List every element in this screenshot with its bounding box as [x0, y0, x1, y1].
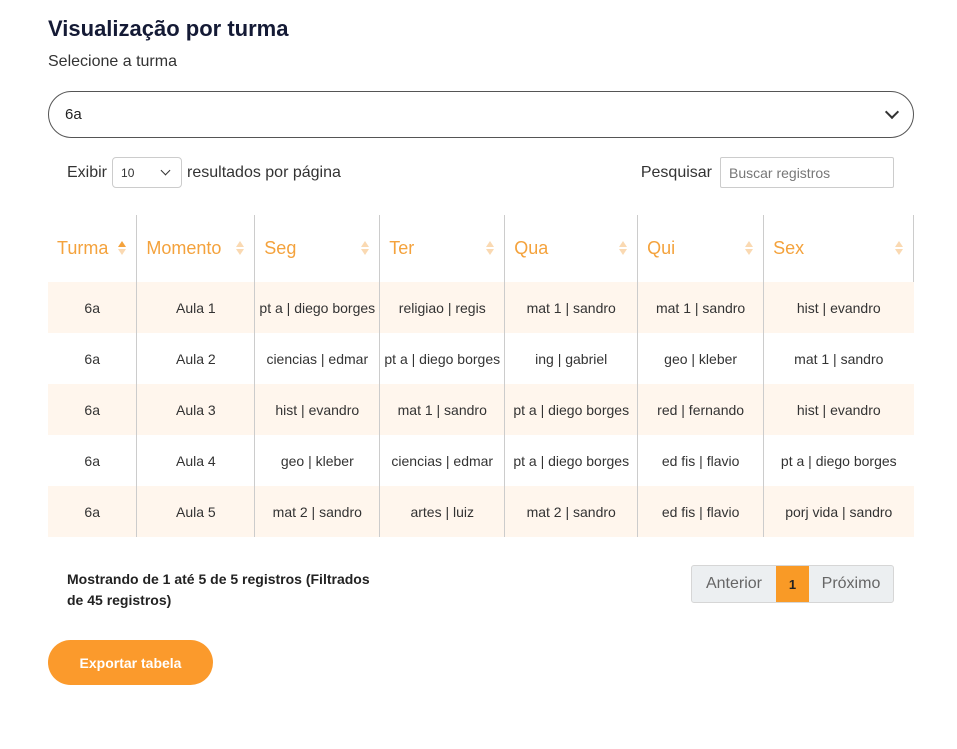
table-row: 6a Aula 2 ciencias | edmar pt a | diego bor…	[48, 333, 914, 384]
table-cell: 6a	[48, 486, 137, 537]
table-cell: pt a | diego borges	[504, 384, 638, 435]
table-cell: artes | luiz	[379, 486, 505, 537]
table-cell: porj vida | sandro	[763, 486, 914, 537]
table-cell: red | fernando	[637, 384, 764, 435]
page-size-value: 10	[121, 165, 135, 180]
search-label: Pesquisar	[640, 163, 712, 181]
class-select[interactable]: 6a	[48, 91, 914, 138]
table-row: 6a Aula 5 mat 2 | sandro artes | luiz mat 2 …	[48, 486, 914, 537]
export-table-button[interactable]: Exportar tabela	[48, 640, 213, 685]
table-cell: pt a | diego borges	[763, 435, 914, 486]
table-cell: ing | gabriel	[504, 333, 638, 384]
sort-icon	[486, 241, 495, 257]
column-header-sex[interactable]: Sex	[763, 215, 914, 282]
table-row: 6a Aula 1 pt a | diego borges religiao | re…	[48, 282, 914, 333]
class-select-value: 6a	[65, 106, 82, 123]
page-size-select[interactable]: 10	[112, 157, 183, 188]
sort-icon	[895, 241, 903, 257]
previous-page-button[interactable]: Anterior	[705, 575, 763, 592]
per-page-label: resultados por página	[187, 163, 341, 181]
table-cell: geo | kleber	[637, 333, 764, 384]
chevron-down-icon	[160, 165, 171, 176]
table-row: 6a Aula 4 geo | kleber ciencias | edmar pt a…	[48, 435, 914, 486]
sort-icon	[118, 241, 127, 257]
table-cell: religiao | regis	[379, 282, 505, 333]
table-cell: mat 1 | sandro	[379, 384, 505, 435]
select-label: Selecione a turma	[48, 53, 177, 70]
table-cell: hist | evandro	[763, 282, 914, 333]
table-cell: 6a	[48, 384, 137, 435]
table-cell: Aula 2	[136, 333, 255, 384]
sort-icon	[361, 241, 370, 257]
table-cell: 6a	[48, 333, 137, 384]
sort-icon	[619, 241, 628, 257]
table-body: 6a Aula 1 pt a | diego borges religiao | re…	[48, 282, 914, 537]
table-cell: mat 1 | sandro	[763, 333, 914, 384]
table-cell: hist | evandro	[254, 384, 380, 435]
show-label: Exibir	[67, 163, 108, 181]
schedule-table: Turma Momento Seg Ter Qua Qui Sex 6a Aula…	[48, 215, 914, 537]
table-cell: Aula 1	[136, 282, 255, 333]
table-cell: mat 1 | sandro	[504, 282, 638, 333]
pagination: Anterior 1 Próximo	[691, 565, 894, 603]
table-cell: geo | kleber	[254, 435, 380, 486]
table-cell: mat 2 | sandro	[504, 486, 638, 537]
table-row: 6a Aula 3 hist | evandro mat 1 | sandro pt a…	[48, 384, 914, 435]
table-cell: ciencias | edmar	[254, 333, 380, 384]
next-page-button[interactable]: Próximo	[821, 575, 881, 592]
results-info: Mostrando de 1 até 5 de 5 registros (Fil…	[67, 571, 370, 608]
table-cell: mat 2 | sandro	[254, 486, 380, 537]
table-header-row: Turma Momento Seg Ter Qua Qui Sex	[48, 215, 914, 282]
sort-icon	[236, 241, 245, 257]
sort-icon	[745, 241, 754, 257]
search-input[interactable]	[720, 157, 894, 188]
table-cell: ed fis | flavio	[637, 486, 764, 537]
table-cell: pt a | diego borges	[379, 333, 505, 384]
page-length-control: Exibir 10 resultados por página	[67, 157, 341, 188]
table-cell: mat 1 | sandro	[637, 282, 764, 333]
column-header-ter[interactable]: Ter	[379, 215, 505, 282]
search-control: Pesquisar	[641, 157, 894, 188]
page-1-button[interactable]: 1	[776, 566, 809, 602]
table-cell: 6a	[48, 282, 137, 333]
table-cell: Aula 3	[136, 384, 255, 435]
table-cell: pt a | diego borges	[504, 435, 638, 486]
column-header-seg[interactable]: Seg	[254, 215, 380, 282]
column-header-turma[interactable]: Turma	[48, 215, 137, 282]
table-cell: ed fis | flavio	[637, 435, 764, 486]
table-cell: hist | evandro	[763, 384, 914, 435]
column-header-momento[interactable]: Momento	[136, 215, 255, 282]
column-header-qua[interactable]: Qua	[504, 215, 638, 282]
table-cell: 6a	[48, 435, 137, 486]
table-cell: Aula 4	[136, 435, 255, 486]
table-cell: pt a | diego borges	[254, 282, 380, 333]
table-cell: Aula 5	[136, 486, 255, 537]
chevron-down-icon	[884, 104, 900, 120]
column-header-qui[interactable]: Qui	[637, 215, 764, 282]
table-cell: ciencias | edmar	[379, 435, 505, 486]
page-title: Visualização por turma	[48, 16, 289, 41]
